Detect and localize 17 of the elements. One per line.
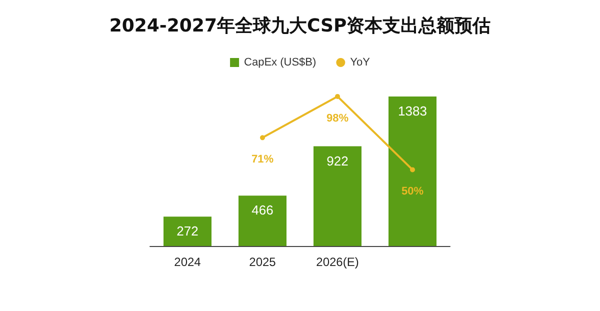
data-label: 272 bbox=[176, 224, 198, 239]
x-tick-label: 2025 bbox=[249, 255, 276, 269]
data-label: 922 bbox=[326, 153, 348, 168]
chart-title: 2024-2027年全球九大CSP资本支出总额预估 bbox=[109, 16, 491, 36]
legend-label: YoY bbox=[350, 56, 371, 68]
data-label: 466 bbox=[252, 202, 274, 218]
x-tick-label: 2026(E) bbox=[316, 255, 359, 269]
data-label: 50% bbox=[401, 186, 424, 198]
bar bbox=[238, 196, 286, 246]
bar bbox=[388, 96, 436, 246]
bar bbox=[314, 146, 362, 246]
data-label: 1383 bbox=[398, 103, 427, 118]
x-tick-label: 2024 bbox=[174, 255, 202, 269]
data-label: 71% bbox=[251, 154, 274, 166]
legend-label: CapEx (US$B) bbox=[244, 56, 316, 68]
bar bbox=[164, 216, 212, 246]
data-label: 98% bbox=[326, 112, 349, 124]
